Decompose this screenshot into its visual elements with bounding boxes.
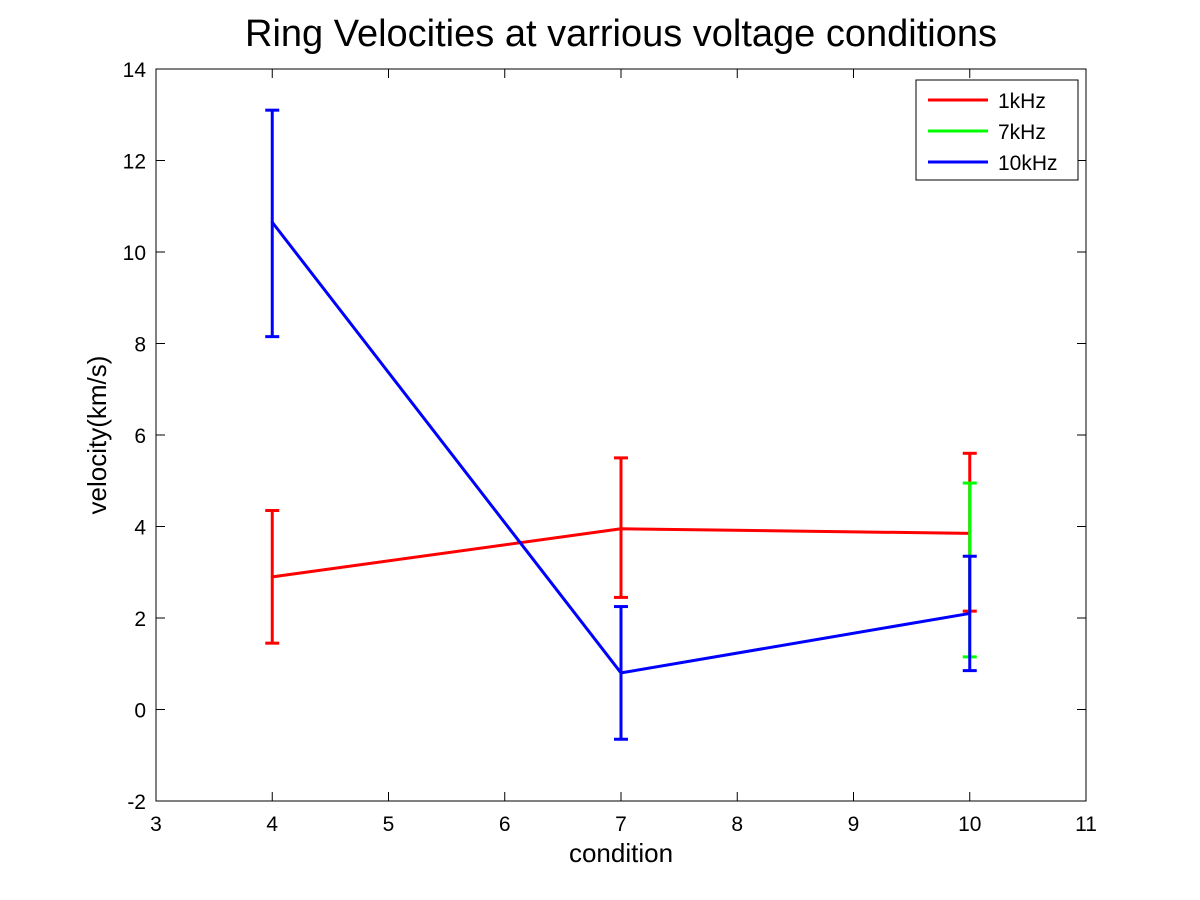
error-bar-10khz <box>265 108 280 339</box>
data-point-1khz <box>619 527 623 531</box>
legend-entry-7khz: 7kHz <box>928 121 1046 144</box>
data-point-10khz <box>968 611 972 615</box>
error-bar-1khz <box>265 508 280 645</box>
legend-label: 7kHz <box>998 121 1046 144</box>
legend-label: 1kHz <box>998 90 1046 113</box>
plot-frame <box>155 68 1087 802</box>
x-tick-label: 7 <box>615 813 627 836</box>
error-bar-10khz <box>962 554 977 673</box>
data-point-10khz <box>619 671 623 675</box>
y-axis-label: velocity(km/s) <box>82 356 112 515</box>
x-tick-label: 9 <box>848 813 860 836</box>
legend-label: 10kHz <box>998 152 1058 175</box>
y-tick-label: 8 <box>134 334 146 357</box>
legend: 1kHz 7kHz 10kHz <box>915 79 1079 181</box>
x-tick-label: 10 <box>958 813 981 836</box>
y-tick-label: -2 <box>127 791 146 814</box>
y-tick-label: 12 <box>123 151 146 174</box>
x-tick-label: 6 <box>499 813 511 836</box>
x-tick-label: 11 <box>1075 813 1097 836</box>
y-tick-label: 10 <box>123 242 146 265</box>
x-tick-label: 4 <box>266 813 278 836</box>
x-tick-label: 8 <box>731 813 743 836</box>
y-tick-label: 4 <box>134 517 146 540</box>
x-tick-label: 3 <box>150 813 162 836</box>
legend-entry-10khz: 10kHz <box>928 152 1058 175</box>
y-tick-label: 6 <box>134 425 146 448</box>
data-point-1khz <box>270 575 274 579</box>
error-bar-10khz <box>614 605 628 741</box>
error-bar-1khz <box>614 456 628 599</box>
y-tick-label: 14 <box>123 59 147 82</box>
axis-ticks: 3 4 5 6 7 8 9 10 11 -2 0 2 4 6 8 10 12 14 <box>123 59 1097 836</box>
y-tick-label: 2 <box>134 608 146 631</box>
legend-entry-1khz: 1kHz <box>928 90 1046 113</box>
x-tick-label: 5 <box>383 813 395 836</box>
series-10khz <box>265 108 977 741</box>
data-point-10khz <box>270 220 274 224</box>
plot-series <box>265 108 977 741</box>
x-axis-label: condition <box>569 838 673 868</box>
chart-title: Ring Velocities at varrious voltage cond… <box>245 13 997 55</box>
y-tick-label: 0 <box>134 700 146 723</box>
